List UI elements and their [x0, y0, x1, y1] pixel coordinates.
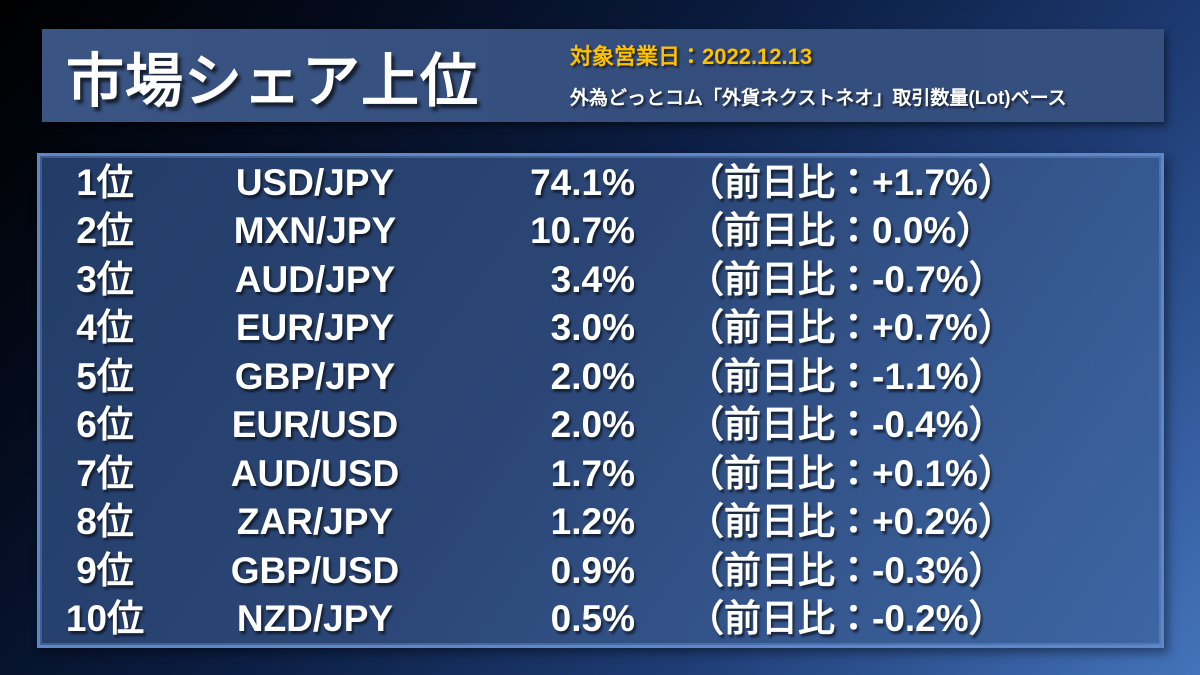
rank-cell: 5位: [76, 355, 134, 397]
page-title: 市場シェア上位: [66, 48, 480, 114]
currency-pair-cell: USD/JPY: [235, 161, 395, 203]
table-row: 10位 NZD/JPY 0.5% （前日比：-0.2%）: [40, 595, 1161, 643]
currency-pair-cell: GBP/USD: [230, 549, 400, 591]
currency-pair-cell: AUD/USD: [230, 452, 400, 494]
day-change-cell: （前日比：+0.7%）: [687, 307, 1015, 349]
currency-pair-cell: EUR/USD: [231, 404, 399, 446]
header-right-block: 対象営業日：2022.12.13 外為どっとコム「外貨ネクストネオ」取引数量(L…: [570, 29, 1160, 122]
share-percent-cell: 3.0%: [550, 307, 635, 349]
day-change-cell: （前日比：+0.2%）: [687, 501, 1015, 543]
table-row: 8位 ZAR/JPY 1.2% （前日比：+0.2%）: [40, 498, 1161, 546]
rank-cell: 2位: [76, 210, 134, 252]
table-row: 2位 MXN/JPY 10.7% （前日比：0.0%）: [40, 207, 1161, 255]
day-change-cell: （前日比：-1.1%）: [687, 355, 1006, 397]
currency-pair-cell: NZD/JPY: [236, 598, 394, 640]
currency-pair-cell: AUD/JPY: [234, 258, 396, 300]
share-percent-cell: 1.2%: [550, 501, 635, 543]
day-change-cell: （前日比：+0.1%）: [687, 452, 1015, 494]
day-change-cell: （前日比：-0.3%）: [687, 549, 1006, 591]
rank-cell: 9位: [76, 549, 134, 591]
share-percent-cell: 1.7%: [550, 452, 635, 494]
header-band: 市場シェア上位 対象営業日：2022.12.13 外為どっとコム「外貨ネクストネ…: [42, 29, 1164, 122]
table-row: 7位 AUD/USD 1.7% （前日比：+0.1%）: [40, 449, 1161, 497]
table-row: 4位 EUR/JPY 3.0% （前日比：+0.7%）: [40, 304, 1161, 352]
table-row: 3位 AUD/JPY 3.4% （前日比：-0.7%）: [40, 255, 1161, 303]
rank-cell: 8位: [76, 501, 134, 543]
currency-pair-cell: ZAR/JPY: [236, 501, 394, 543]
table-row: 9位 GBP/USD 0.9% （前日比：-0.3%）: [40, 546, 1161, 594]
table-row: 6位 EUR/USD 2.0% （前日比：-0.4%）: [40, 401, 1161, 449]
table-row: 5位 GBP/JPY 2.0% （前日比：-1.1%）: [40, 352, 1161, 400]
day-change-cell: （前日比：+1.7%）: [687, 161, 1015, 203]
rank-cell: 10位: [65, 598, 145, 640]
share-percent-cell: 74.1%: [530, 161, 635, 203]
currency-pair-cell: GBP/JPY: [234, 355, 396, 397]
rank-cell: 1位: [76, 161, 134, 203]
table-row: 1位 USD/JPY 74.1% （前日比：+1.7%）: [40, 158, 1161, 206]
share-percent-cell: 3.4%: [550, 258, 635, 300]
currency-pair-cell: EUR/JPY: [235, 307, 395, 349]
day-change-cell: （前日比：-0.2%）: [687, 598, 1006, 640]
currency-pair-cell: MXN/JPY: [233, 210, 397, 252]
share-percent-cell: 0.9%: [550, 549, 635, 591]
rank-cell: 6位: [76, 404, 134, 446]
target-date-label: 対象営業日：2022.12.13: [570, 44, 813, 69]
rank-cell: 7位: [76, 452, 134, 494]
share-percent-cell: 2.0%: [550, 404, 635, 446]
rank-cell: 4位: [76, 307, 134, 349]
market-share-ranking-table: 1位 USD/JPY 74.1% （前日比：+1.7%） 2位 MXN/JPY …: [37, 153, 1164, 648]
day-change-cell: （前日比：0.0%）: [687, 210, 994, 252]
share-percent-cell: 2.0%: [550, 355, 635, 397]
rank-cell: 3位: [76, 258, 134, 300]
data-source-subtitle: 外為どっとコム「外貨ネクストネオ」取引数量(Lot)ベース: [570, 88, 1067, 109]
share-percent-cell: 0.5%: [550, 598, 635, 640]
day-change-cell: （前日比：-0.4%）: [687, 404, 1006, 446]
day-change-cell: （前日比：-0.7%）: [687, 258, 1006, 300]
share-percent-cell: 10.7%: [530, 210, 635, 252]
